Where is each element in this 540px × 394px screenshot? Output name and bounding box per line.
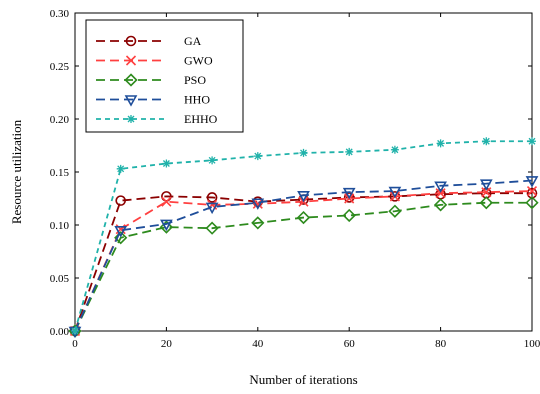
legend-swatch-marker — [125, 55, 137, 66]
legend-label: GA — [184, 34, 202, 48]
data-point-ehho — [482, 137, 491, 146]
y-tick-label: 0.00 — [50, 326, 70, 338]
legend-box — [85, 19, 244, 133]
data-point-hho — [114, 226, 128, 238]
legend-label: HHO — [184, 93, 210, 107]
data-point-ehho — [528, 137, 536, 146]
legend-item-gwo: GWO — [96, 54, 213, 68]
legend-item-ehho: EHHO — [96, 112, 218, 126]
data-point-gwo — [161, 196, 172, 207]
x-tick-label: 60 — [344, 338, 356, 350]
x-tick-label: 20 — [161, 338, 173, 350]
data-point-pso — [114, 231, 128, 245]
data-point-ga — [206, 192, 218, 203]
data-point-ehho — [116, 164, 125, 173]
data-point-pso — [525, 196, 539, 210]
data-point-pso — [159, 220, 174, 234]
x-axis-title: Number of iterations — [249, 372, 357, 387]
data-point-ehho — [436, 139, 445, 148]
series-pso — [68, 196, 539, 338]
data-point-hho — [388, 186, 402, 199]
legend-item-pso: PSO — [96, 73, 206, 87]
legend-label: GWO — [184, 54, 213, 68]
legend: GA GWO PSO HHO EHHO — [85, 19, 244, 133]
data-point-pso — [251, 216, 265, 230]
legend-item-ga: GA — [96, 34, 202, 48]
data-point-hho — [342, 187, 356, 200]
data-point-ehho — [253, 152, 262, 161]
series-hho — [68, 176, 539, 339]
x-tick-label: 0 — [72, 338, 78, 350]
data-point-pso — [205, 221, 219, 235]
legend-swatch-marker — [124, 73, 138, 87]
data-point-ehho — [345, 147, 354, 156]
data-point-ehho — [162, 159, 171, 168]
data-point-pso — [479, 196, 493, 210]
y-tick-label: 0.25 — [50, 61, 70, 73]
y-tick-label: 0.30 — [50, 8, 70, 20]
legend-swatch-marker — [124, 95, 138, 107]
x-tick-label: 80 — [435, 338, 447, 350]
x-tick-label: 40 — [252, 338, 264, 350]
data-point-pso — [433, 198, 448, 212]
data-point-ga — [115, 195, 126, 206]
series-gwo — [69, 186, 538, 337]
data-point-gwo — [252, 198, 263, 209]
legend-swatch-marker — [127, 115, 135, 123]
legend-label: EHHO — [184, 112, 218, 126]
data-point-pso — [342, 208, 356, 223]
data-point-hho — [160, 219, 173, 232]
data-point-hho — [251, 198, 265, 210]
y-tick-label: 0.05 — [50, 273, 70, 285]
data-point-ehho — [299, 148, 308, 157]
series-ga — [69, 187, 538, 337]
x-axis: 0 20 40 60 80 100 — [72, 13, 540, 350]
series-line-hho — [74, 179, 533, 332]
data-point-gwo — [435, 188, 446, 199]
y-axis-title: Resource utilization — [9, 119, 24, 224]
series-line-ga — [74, 192, 532, 332]
data-point-pso — [388, 204, 402, 218]
y-axis: 0.00 0.05 0.10 0.15 0.20 0.25 0.30 — [50, 8, 532, 338]
series-ehho — [71, 137, 536, 335]
data-point-hho — [434, 181, 447, 193]
data-point-hho — [205, 202, 219, 215]
x-tick-label: 100 — [524, 338, 540, 350]
y-tick-label: 0.15 — [50, 167, 70, 179]
data-point-gwo — [526, 186, 538, 197]
data-point-ehho — [71, 327, 79, 335]
legend-swatch-marker — [125, 35, 137, 47]
data-point-hho — [297, 191, 310, 203]
legend-label: PSO — [184, 73, 206, 87]
y-tick-label: 0.20 — [50, 114, 70, 126]
data-point-hho — [525, 176, 539, 188]
data-point-gwo — [481, 187, 492, 198]
data-point-ehho — [390, 145, 399, 154]
data-point-hho — [479, 179, 493, 191]
series-lines — [68, 137, 539, 339]
y-tick-label: 0.10 — [50, 220, 70, 232]
series-line-ehho — [74, 140, 532, 332]
legend-item-hho: HHO — [96, 93, 210, 107]
series-line-pso — [74, 201, 532, 332]
data-point-pso — [296, 210, 311, 225]
data-point-ehho — [208, 156, 217, 165]
